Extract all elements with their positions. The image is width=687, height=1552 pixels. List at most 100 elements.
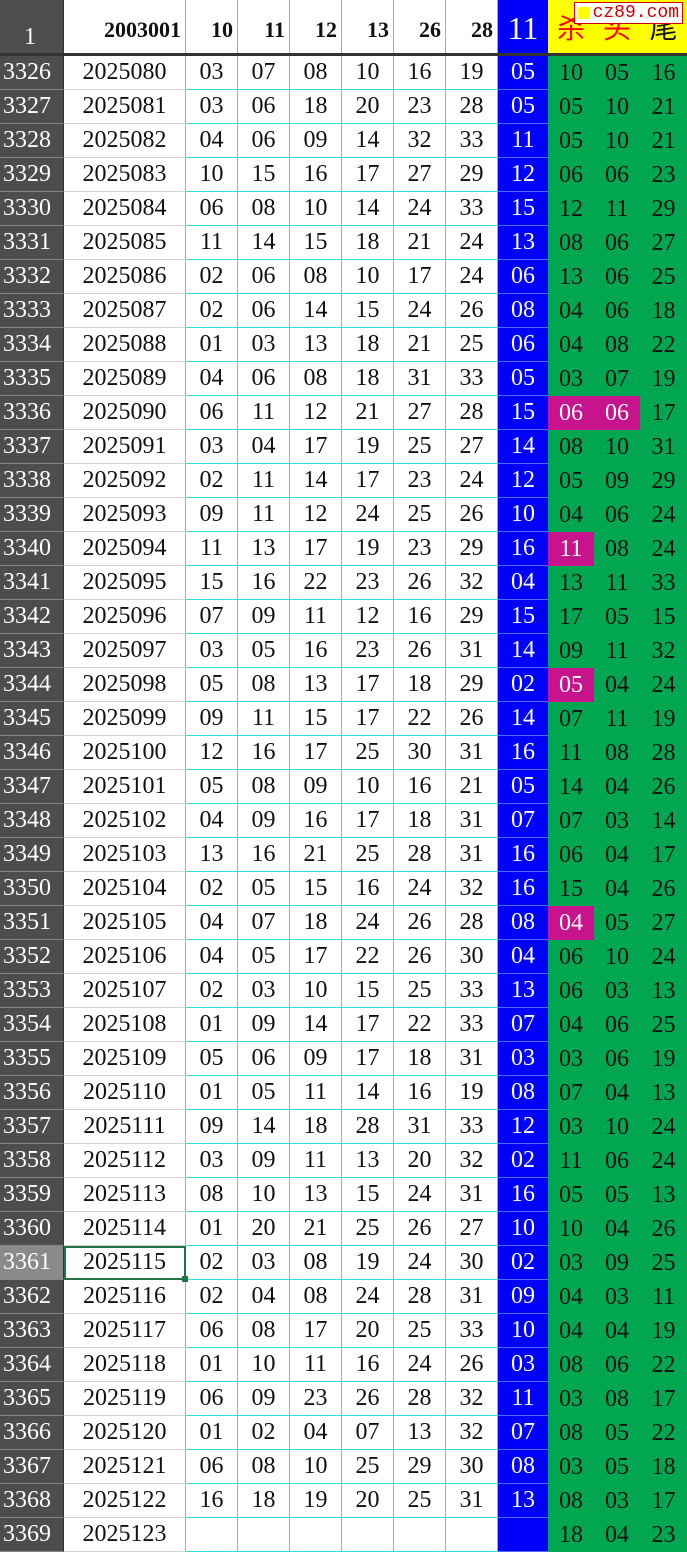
number-cell[interactable]: 09: [238, 804, 290, 838]
number-cell[interactable]: 15: [342, 294, 394, 328]
number-cell[interactable]: 09: [186, 498, 238, 532]
number-cell[interactable]: 31: [446, 736, 498, 770]
number-cell[interactable]: 15: [342, 974, 394, 1008]
number-cell[interactable]: 10: [290, 974, 342, 1008]
issue-cell[interactable]: 2025119: [64, 1382, 186, 1416]
row-number[interactable]: 3350: [0, 872, 64, 906]
number-cell[interactable]: 18: [238, 1484, 290, 1518]
number-cell[interactable]: 31: [446, 1280, 498, 1314]
kill-cell[interactable]: 08: [548, 1484, 594, 1518]
special-number-cell[interactable]: 03: [498, 1042, 548, 1076]
number-cell[interactable]: 28: [446, 90, 498, 124]
number-cell[interactable]: 25: [342, 1212, 394, 1246]
special-number-cell[interactable]: 07: [498, 1008, 548, 1042]
number-cell[interactable]: 14: [290, 294, 342, 328]
row-number[interactable]: 3360: [0, 1212, 64, 1246]
head-cell[interactable]: 06: [594, 1144, 640, 1178]
kill-cell[interactable]: 11: [548, 1144, 594, 1178]
special-number-cell[interactable]: 13: [498, 1484, 548, 1518]
number-cell[interactable]: 30: [446, 940, 498, 974]
number-cell[interactable]: 21: [342, 396, 394, 430]
number-cell[interactable]: 17: [342, 464, 394, 498]
number-cell[interactable]: 04: [238, 430, 290, 464]
tail-cell[interactable]: 17: [640, 1484, 687, 1518]
number-cell[interactable]: 18: [394, 668, 446, 702]
head-cell[interactable]: 04: [594, 770, 640, 804]
issue-cell[interactable]: 2025122: [64, 1484, 186, 1518]
row-number[interactable]: 3329: [0, 158, 64, 192]
special-number-cell[interactable]: 12: [498, 158, 548, 192]
number-cell[interactable]: 17: [342, 158, 394, 192]
head-cell[interactable]: 04: [594, 1314, 640, 1348]
number-cell[interactable]: 16: [238, 566, 290, 600]
special-number-cell[interactable]: 10: [498, 1314, 548, 1348]
kill-cell[interactable]: 07: [548, 804, 594, 838]
issue-cell[interactable]: 2025103: [64, 838, 186, 872]
issue-cell[interactable]: 2025120: [64, 1416, 186, 1450]
number-cell[interactable]: 02: [186, 1280, 238, 1314]
row-number[interactable]: 3366: [0, 1416, 64, 1450]
number-cell[interactable]: 10: [342, 770, 394, 804]
special-number-cell[interactable]: 12: [498, 464, 548, 498]
number-cell[interactable]: 33: [446, 192, 498, 226]
number-cell[interactable]: 03: [186, 430, 238, 464]
number-cell[interactable]: 01: [186, 1076, 238, 1110]
number-cell[interactable]: 21: [394, 328, 446, 362]
number-cell[interactable]: 28: [394, 1280, 446, 1314]
number-cell[interactable]: 18: [290, 906, 342, 940]
issue-cell[interactable]: 2025086: [64, 260, 186, 294]
row-number[interactable]: 3340: [0, 532, 64, 566]
number-cell[interactable]: 08: [290, 1280, 342, 1314]
tail-cell[interactable]: 24: [640, 532, 687, 566]
number-cell[interactable]: 16: [342, 872, 394, 906]
number-cell[interactable]: 06: [186, 192, 238, 226]
number-cell[interactable]: 08: [238, 668, 290, 702]
number-cell[interactable]: 24: [342, 1280, 394, 1314]
number-cell[interactable]: 16: [238, 736, 290, 770]
special-number-cell[interactable]: 04: [498, 940, 548, 974]
row-number[interactable]: 3349: [0, 838, 64, 872]
tail-cell[interactable]: 28: [640, 736, 687, 770]
number-cell[interactable]: 06: [186, 1382, 238, 1416]
issue-cell[interactable]: 2025093: [64, 498, 186, 532]
number-cell[interactable]: 06: [186, 1314, 238, 1348]
number-cell[interactable]: 16: [290, 804, 342, 838]
number-cell[interactable]: 13: [290, 668, 342, 702]
number-cell[interactable]: 24: [394, 1348, 446, 1382]
number-cell[interactable]: 15: [186, 566, 238, 600]
head-cell[interactable]: 04: [594, 1212, 640, 1246]
number-cell[interactable]: 06: [238, 260, 290, 294]
tail-cell[interactable]: 24: [640, 498, 687, 532]
special-number-cell[interactable]: 05: [498, 90, 548, 124]
number-cell[interactable]: 28: [394, 1382, 446, 1416]
header-special[interactable]: 11: [498, 0, 548, 53]
number-cell[interactable]: 24: [446, 260, 498, 294]
number-cell[interactable]: 16: [238, 838, 290, 872]
number-cell[interactable]: 25: [342, 736, 394, 770]
number-cell[interactable]: 02: [186, 260, 238, 294]
number-cell[interactable]: 22: [342, 940, 394, 974]
number-cell[interactable]: 21: [446, 770, 498, 804]
tail-cell[interactable]: 25: [640, 1008, 687, 1042]
number-cell[interactable]: 14: [342, 192, 394, 226]
kill-cell[interactable]: 08: [548, 1416, 594, 1450]
number-cell[interactable]: 28: [394, 838, 446, 872]
special-number-cell[interactable]: 07: [498, 804, 548, 838]
kill-cell[interactable]: 04: [548, 294, 594, 328]
number-cell[interactable]: 08: [238, 1314, 290, 1348]
row-number[interactable]: 3358: [0, 1144, 64, 1178]
kill-cell[interactable]: 06: [548, 396, 594, 430]
row-number[interactable]: 3333: [0, 294, 64, 328]
number-cell[interactable]: 19: [446, 1076, 498, 1110]
number-cell[interactable]: 31: [446, 1178, 498, 1212]
head-cell[interactable]: 06: [594, 1042, 640, 1076]
number-cell[interactable]: 09: [290, 770, 342, 804]
row-number[interactable]: 3334: [0, 328, 64, 362]
kill-cell[interactable]: 13: [548, 566, 594, 600]
row-number[interactable]: 3330: [0, 192, 64, 226]
head-cell[interactable]: 06: [594, 498, 640, 532]
tail-cell[interactable]: 26: [640, 1212, 687, 1246]
issue-cell[interactable]: 2025095: [64, 566, 186, 600]
number-cell[interactable]: 08: [238, 770, 290, 804]
number-cell[interactable]: 22: [290, 566, 342, 600]
